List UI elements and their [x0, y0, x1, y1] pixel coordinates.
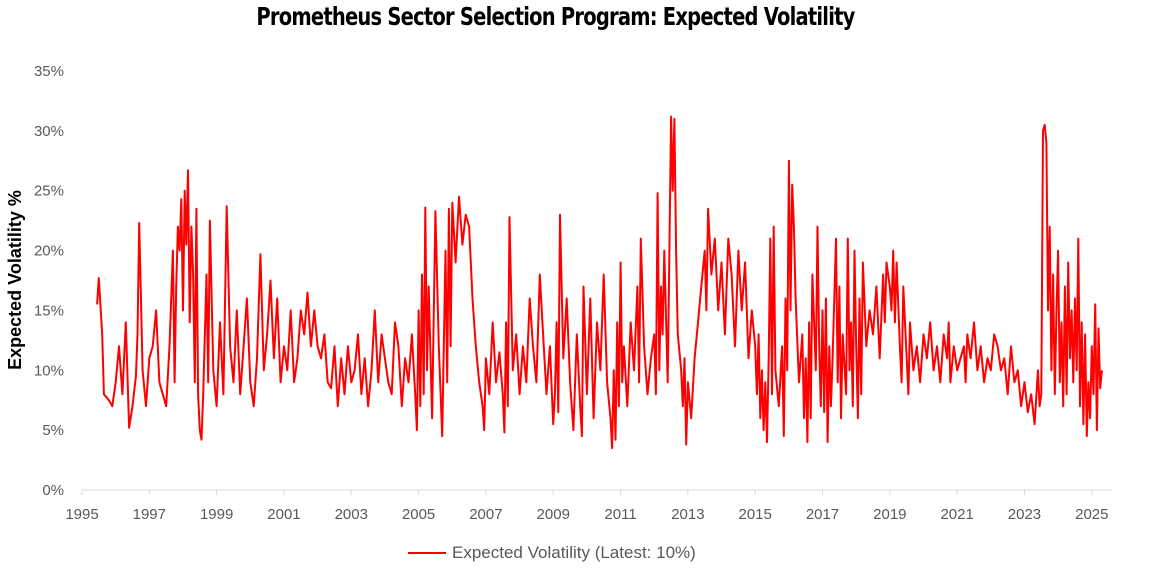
y-axis-ticks: 0% 5% 10% 15% 20% 25% 30% 35% [34, 63, 64, 499]
y-axis-label: Expected Volatility % [5, 190, 25, 370]
y-tick-label: 20% [34, 243, 64, 260]
x-tick-label: 2011 [604, 506, 636, 523]
x-tick-label: 2021 [940, 506, 973, 523]
x-tick-label: 2003 [335, 506, 368, 523]
x-tick-label: 2015 [739, 506, 772, 523]
x-tick-label: 2005 [402, 506, 435, 523]
x-tick-label: 2017 [806, 506, 839, 523]
y-tick-label: 25% [34, 183, 64, 200]
x-tick-label: 2023 [1008, 506, 1041, 523]
legend-swatch [408, 552, 446, 554]
legend: Expected Volatility (Latest: 10%) [408, 541, 696, 565]
chart-title: Prometheus Sector Selection Program: Exp… [256, 2, 855, 31]
series-group [96, 115, 1103, 450]
y-tick-label: 5% [42, 422, 64, 439]
x-axis-ticks: 1995 1997 1999 2001 2003 2005 2007 2009 2011 2013… [65, 490, 1108, 523]
x-tick-label: 2013 [671, 506, 704, 523]
y-tick-label: 10% [34, 362, 64, 379]
y-tick-label: 30% [34, 123, 64, 140]
x-tick-label: 1999 [200, 506, 233, 523]
x-tick-label: 2025 [1075, 506, 1108, 523]
y-tick-label: 35% [34, 63, 64, 80]
y-tick-label: 15% [34, 302, 64, 319]
x-tick-label: 2019 [873, 506, 906, 523]
legend-label: Expected Volatility (Latest: 10%) [452, 543, 696, 562]
x-tick-label: 2007 [469, 506, 502, 523]
x-tick-label: 1995 [65, 506, 98, 523]
x-tick-label: 2001 [267, 506, 300, 523]
x-tick-label: 2009 [537, 506, 570, 523]
series-line-0 [96, 115, 1103, 450]
y-tick-label: 0% [42, 482, 64, 499]
x-tick-label: 1997 [133, 506, 166, 523]
